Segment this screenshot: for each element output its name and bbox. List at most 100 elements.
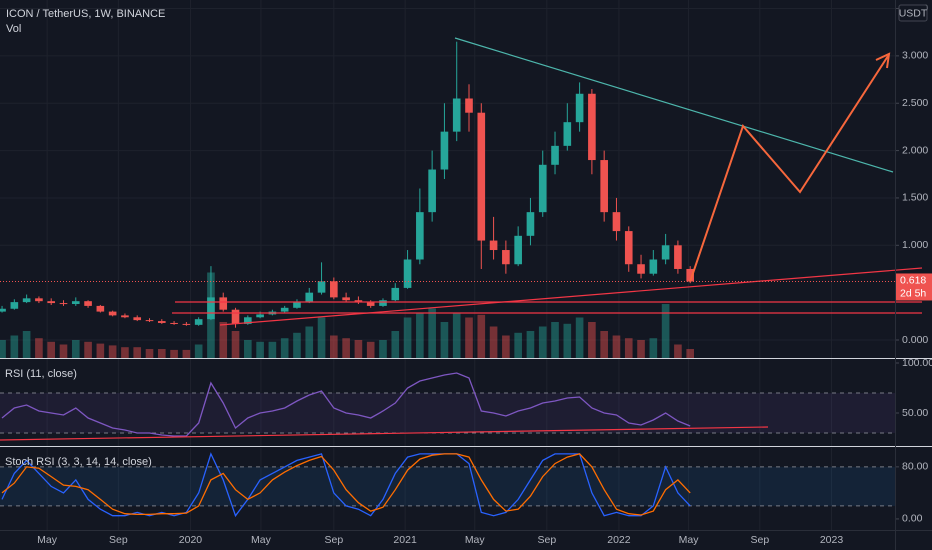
band-fill (0, 393, 895, 433)
volume-bar (244, 340, 252, 358)
candle-body (194, 319, 203, 325)
volume-bar (416, 313, 424, 358)
y-tick-label: 2.000 (902, 144, 928, 156)
volume-bar (280, 338, 289, 358)
stoch-title: Stoch RSI (3, 3, 14, 14, close) (5, 456, 152, 468)
candle-body (379, 300, 387, 306)
candle-body (342, 297, 350, 301)
candle-body (330, 281, 338, 298)
candle-body (403, 259, 412, 288)
volume-bar (133, 347, 142, 358)
volume-bar (575, 317, 584, 358)
y-tick-label: 1.500 (902, 192, 928, 204)
candle-layer (0, 41, 695, 518)
candle-body (0, 308, 6, 312)
volume-bar (96, 343, 105, 358)
x-tick-label: 2020 (179, 534, 203, 546)
x-tick-label: May (465, 534, 486, 546)
volume-bar (637, 340, 645, 358)
candle-body (133, 317, 142, 321)
volume-bar (588, 322, 596, 358)
volume-bar (84, 341, 92, 358)
x-tick-label: Sep (324, 534, 343, 546)
volume-bar (71, 340, 80, 358)
volume-bar (661, 304, 670, 358)
candle-body (231, 309, 240, 324)
y-tick-label: 2.500 (902, 97, 928, 109)
candle-body (10, 302, 19, 309)
candle-body (256, 314, 264, 318)
x-tick-label: Sep (750, 534, 769, 546)
candle-body (538, 164, 547, 213)
volume-bar (686, 349, 695, 358)
candle-body (477, 112, 486, 241)
candle-body (317, 281, 326, 293)
candle-body (563, 122, 572, 146)
grid (0, 0, 895, 530)
candle-body (35, 298, 43, 302)
volume-bar (256, 341, 264, 358)
volume-bar (502, 335, 510, 358)
y-tick-label: 1.000 (902, 239, 928, 251)
candle-body (649, 259, 658, 274)
x-tick-label: 2022 (607, 534, 631, 546)
candle-body (600, 160, 608, 213)
resistance-trendline (454, 37, 894, 173)
volume-bar (330, 335, 338, 358)
volume-bar (563, 323, 572, 358)
volume-bar (0, 340, 6, 358)
volume-bar (526, 331, 535, 358)
volume-bar (342, 338, 350, 358)
volume-bar (157, 349, 166, 358)
candle-body (661, 245, 670, 260)
volume-bar (465, 317, 473, 358)
volume-bar (268, 341, 277, 358)
candle-body (588, 93, 596, 161)
rsi-title: RSI (11, close) (5, 368, 77, 380)
volume-bar (624, 338, 633, 358)
candle-body (440, 131, 449, 170)
volume-bar (22, 331, 31, 358)
x-tick-label: 2023 (820, 534, 844, 546)
last-price-label: 0.618 (900, 274, 926, 286)
indicator-line (1, 372, 691, 437)
volume-bar (366, 341, 375, 358)
candle-body (354, 300, 363, 303)
volume-bar (59, 344, 68, 358)
candle-body (182, 323, 191, 325)
volume-bar (182, 349, 191, 358)
indicator-line (1, 452, 691, 518)
volume-bar (231, 331, 240, 358)
candle-body (686, 268, 695, 282)
candle-body (170, 322, 178, 324)
candle-body (575, 93, 584, 123)
y-tick-label: 0.00 (902, 513, 923, 525)
symbol-title: ICON / TetherUS, 1W, BINANCE (6, 8, 165, 20)
currency-box[interactable] (898, 4, 928, 22)
candle-body (59, 303, 68, 305)
volume-bar (317, 317, 326, 358)
volume-bar (403, 317, 412, 358)
candle-body (391, 287, 400, 301)
candle-body (551, 145, 559, 165)
volume-bar (440, 322, 449, 358)
volume-bar (452, 313, 461, 358)
currency[interactable]: USDT (899, 7, 928, 19)
candle-body (293, 302, 301, 308)
volume-bar (477, 314, 486, 358)
candle-body (22, 298, 31, 303)
x-tick-label: May (251, 534, 272, 546)
candle-body (366, 302, 375, 306)
volume-bar (293, 332, 301, 358)
volume-bar (121, 347, 129, 358)
candle-body (514, 235, 522, 265)
candle-body (452, 98, 461, 132)
x-tick-label: Sep (537, 534, 556, 546)
volume-bar (514, 332, 522, 358)
rsi-trendline (0, 426, 769, 441)
volume-bar (489, 326, 498, 358)
y-tick-label: 50.00 (902, 407, 928, 419)
volume-bar (145, 349, 154, 358)
candle-body (244, 317, 252, 324)
